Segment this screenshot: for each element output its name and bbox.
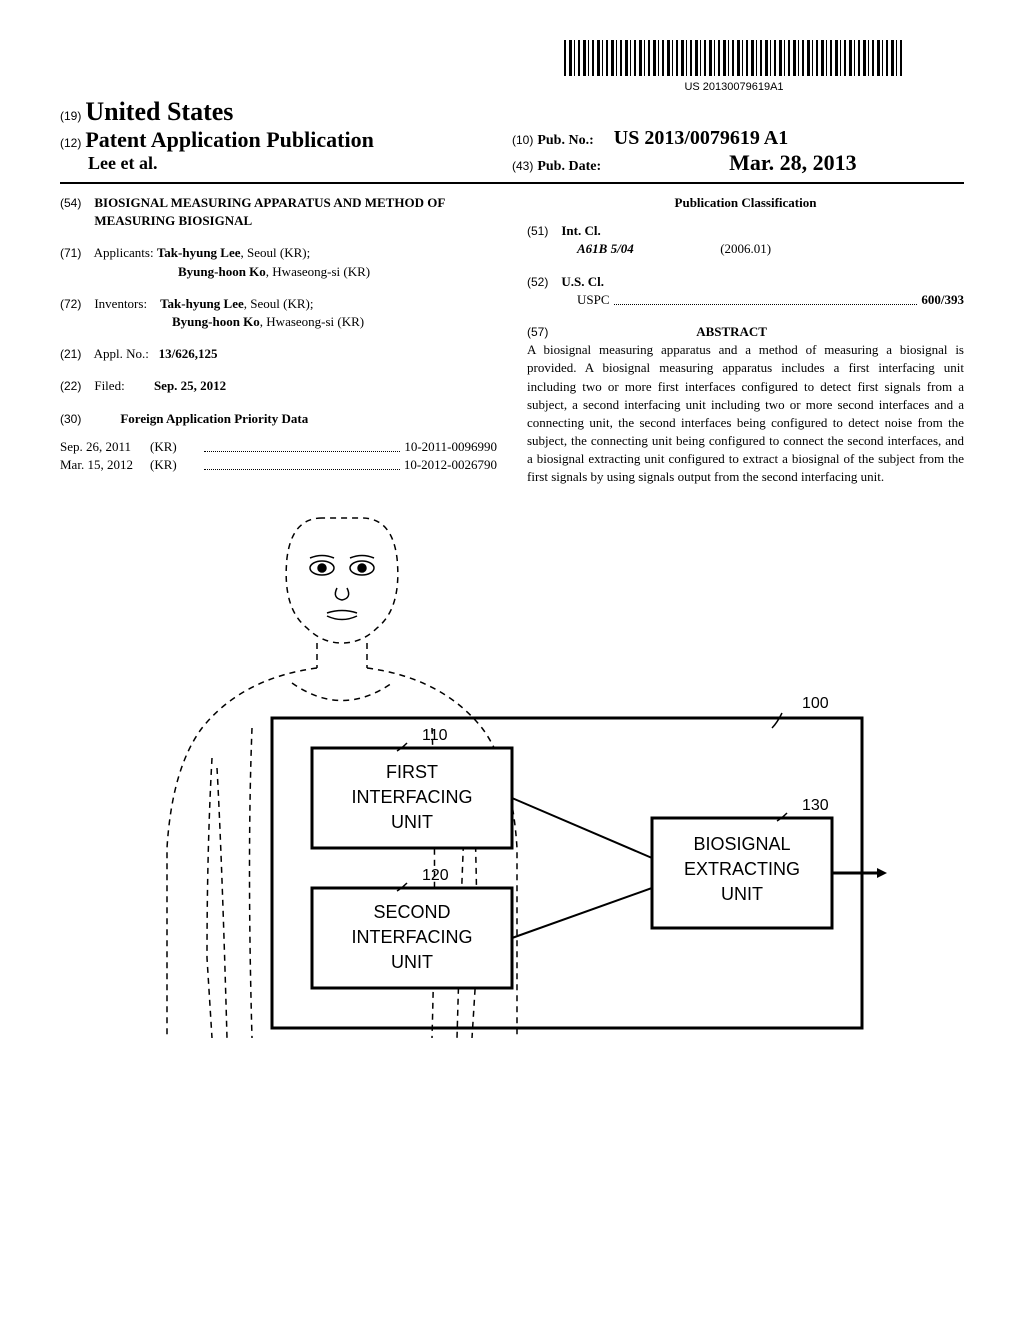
box-130-l1: BIOSIGNAL [693, 834, 790, 854]
abstract-section: (57) ABSTRACT A biosignal measuring appa… [527, 323, 964, 487]
filed-code: (22) [60, 379, 81, 393]
filed: Sep. 25, 2012 [154, 378, 226, 393]
classification-heading: Publication Classification [527, 194, 964, 212]
intcl-code: (51) [527, 224, 548, 238]
title: BIOSIGNAL MEASURING APPARATUS AND METHOD… [94, 194, 474, 230]
pub-date-label: Pub. Date: [537, 159, 601, 174]
appl-no: 13/626,125 [159, 346, 218, 361]
pub-date-code: (43) [512, 159, 533, 173]
applicant-2: Byung-hoon Ko [178, 264, 266, 279]
uscl-label: U.S. Cl. [561, 274, 604, 289]
country: United States [85, 97, 233, 126]
abstract-code: (57) [527, 325, 548, 339]
ref-120: 120 [422, 867, 449, 884]
foreign-2-num: 10-2012-0026790 [404, 456, 497, 474]
uscl-section: (52) U.S. Cl. USPC 600/393 [527, 273, 964, 309]
left-column: (54) BIOSIGNAL MEASURING APPARATUS AND M… [60, 194, 497, 488]
box-130-l3: UNIT [721, 884, 763, 904]
dotted-line [204, 434, 400, 452]
abstract-text: A biosignal measuring apparatus and a me… [527, 341, 964, 487]
box-120-l2: INTERFACING [351, 927, 472, 947]
box-120-l1: SECOND [373, 902, 450, 922]
ref-110: 110 [422, 727, 448, 744]
appl-no-label: Appl. No.: [94, 346, 149, 361]
pub-no: US 2013/0079619 A1 [614, 127, 788, 149]
foreign-1-country: (KR) [150, 438, 200, 456]
figure-svg: 100 FIRST INTERFACING UNIT 110 SECOND IN… [122, 508, 902, 1068]
appl-no-code: (21) [60, 347, 81, 361]
intcl-section: (51) Int. Cl. A61B 5/04 (2006.01) [527, 222, 964, 258]
header: (19) United States (12) Patent Applicati… [60, 97, 964, 184]
inventors-code: (72) [60, 297, 81, 311]
foreign-2-date: Mar. 15, 2012 [60, 456, 150, 474]
barcode-text: US 20130079619A1 [564, 81, 904, 93]
applicant-1-loc: , Seoul (KR); [241, 245, 311, 260]
foreign-code: (30) [60, 412, 81, 426]
applicants-section: (71) Applicants: Tak-hyung Lee, Seoul (K… [60, 244, 497, 280]
header-right: (10) Pub. No.: US 2013/0079619 A1 (43) P… [512, 97, 964, 176]
pub-no-code: (10) [512, 133, 533, 147]
uspc-label: USPC [577, 291, 610, 309]
box-110-l3: UNIT [391, 812, 433, 832]
foreign-section: (30) Foreign Application Priority Data S… [60, 410, 497, 475]
dotted-line [204, 452, 400, 470]
filed-label: Filed: [94, 378, 124, 393]
filed-section: (22) Filed: Sep. 25, 2012 [60, 377, 497, 395]
applicants-label: Applicants: [94, 245, 154, 260]
ref-130: 130 [802, 797, 829, 814]
applicant-1: Tak-hyung Lee [157, 245, 241, 260]
inventor-1: Tak-hyung Lee [160, 296, 244, 311]
title-section: (54) BIOSIGNAL MEASURING APPARATUS AND M… [60, 194, 497, 230]
foreign-1-num: 10-2011-0096990 [404, 438, 497, 456]
box-130-l2: EXTRACTING [684, 859, 800, 879]
title-code: (54) [60, 196, 81, 210]
inventors-label: Inventors: [94, 296, 147, 311]
header-left: (19) United States (12) Patent Applicati… [60, 97, 512, 176]
columns: (54) BIOSIGNAL MEASURING APPARATUS AND M… [60, 194, 964, 488]
barcode: US 20130079619A1 [60, 40, 904, 93]
box-110-l2: INTERFACING [351, 787, 472, 807]
pub-type: Patent Application Publication [85, 127, 373, 152]
pub-date: Mar. 28, 2013 [729, 150, 857, 175]
inventor-2-loc: , Hwaseong-si (KR) [260, 314, 364, 329]
ref-100: 100 [802, 695, 829, 712]
pub-type-code: (12) [60, 136, 81, 150]
foreign-1-date: Sep. 26, 2011 [60, 438, 150, 456]
uscl-code: (52) [527, 275, 548, 289]
uscl-value: 600/393 [921, 291, 964, 309]
appl-no-section: (21) Appl. No.: 13/626,125 [60, 345, 497, 363]
inventor-2: Byung-hoon Ko [172, 314, 260, 329]
dotted-line [614, 287, 918, 305]
box-120-l3: UNIT [391, 952, 433, 972]
figure: 100 FIRST INTERFACING UNIT 110 SECOND IN… [60, 508, 964, 1073]
pub-no-label: Pub. No.: [537, 133, 593, 148]
foreign-2-country: (KR) [150, 456, 200, 474]
applicant-2-loc: , Hwaseong-si (KR) [266, 264, 370, 279]
barcode-area: US 20130079619A1 [60, 40, 964, 93]
box-110-l1: FIRST [386, 762, 438, 782]
intcl-label: Int. Cl. [561, 223, 600, 238]
applicants-code: (71) [60, 246, 81, 260]
country-code: (19) [60, 109, 81, 123]
barcode-bars [564, 40, 904, 76]
foreign-heading: Foreign Application Priority Data [120, 411, 308, 426]
intcl-class: A61B 5/04 [577, 241, 634, 256]
inventor-1-loc: , Seoul (KR); [244, 296, 314, 311]
authors: Lee et al. [88, 153, 157, 173]
inventors-section: (72) Inventors: Tak-hyung Lee, Seoul (KR… [60, 295, 497, 331]
right-column: Publication Classification (51) Int. Cl.… [527, 194, 964, 488]
intcl-date: (2006.01) [720, 241, 771, 256]
abstract-label: ABSTRACT [552, 323, 912, 341]
